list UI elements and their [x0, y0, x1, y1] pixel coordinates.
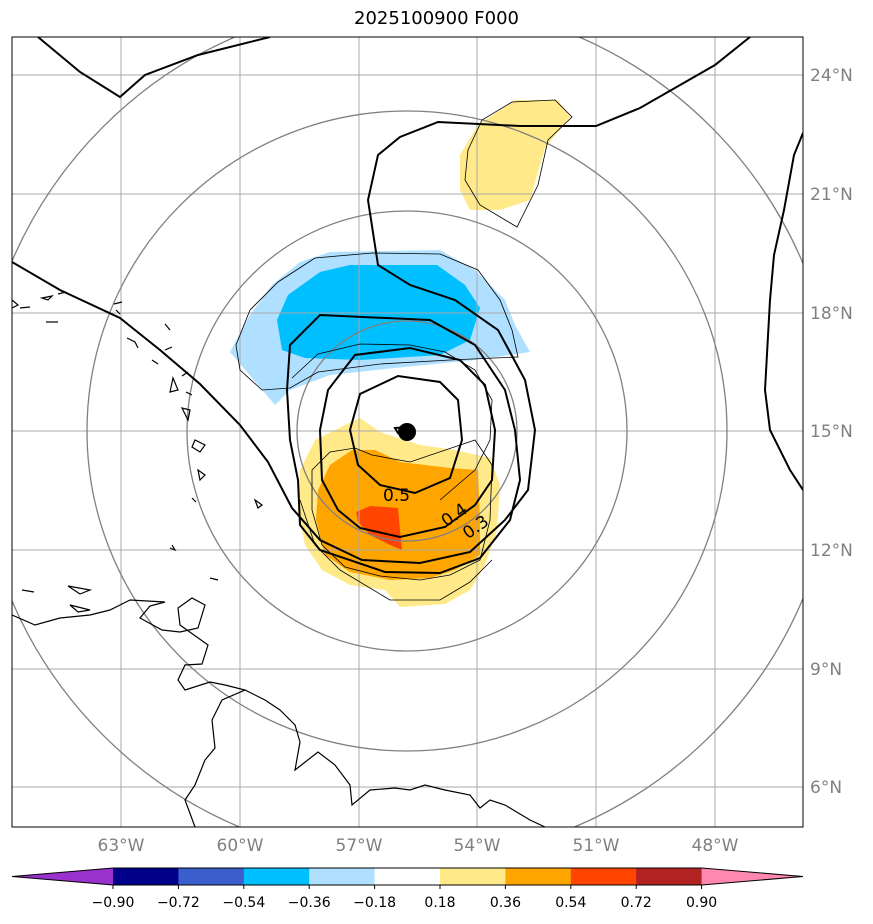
colorbar-segment — [505, 868, 572, 885]
lat-label: 6°N — [810, 778, 842, 798]
colorbar-segment — [570, 868, 637, 885]
colorbar-segment — [309, 868, 376, 885]
colorbar-extend-low — [12, 868, 113, 885]
colorbar-tick-label: −0.36 — [288, 895, 331, 911]
colorbar-tick-label: 0.54 — [555, 895, 586, 911]
shaded-anomaly-field — [230, 100, 570, 607]
storm-center-marker — [398, 423, 416, 441]
lat-label: 18°N — [810, 304, 853, 324]
lat-label: 21°N — [810, 185, 853, 205]
colorbar-tick-label: −0.18 — [353, 895, 396, 911]
thick-contours — [12, 37, 803, 575]
lat-label: 9°N — [810, 660, 842, 680]
colorbar-segment — [374, 868, 441, 885]
lon-label: 57°W — [336, 836, 383, 856]
lat-label: 15°N — [810, 422, 853, 442]
plot-frame — [11, 36, 804, 828]
longitude-labels: 63°W 60°W 57°W 54°W 51°W 48°W — [98, 836, 739, 856]
lon-label: 54°W — [454, 836, 501, 856]
colorbar-tick-label: −0.72 — [157, 895, 200, 911]
colorbar-tick-label: 0.72 — [621, 895, 652, 911]
colorbar-segment — [243, 868, 310, 885]
colorbar-extend-high — [701, 868, 803, 885]
latitude-labels: 24°N 21°N 18°N 15°N 12°N 9°N 6°N — [810, 66, 853, 798]
colorbar-segment — [178, 868, 245, 885]
colorbar-tick-label: 0.90 — [686, 895, 717, 911]
lon-label: 51°W — [573, 836, 620, 856]
lon-label: 48°W — [692, 836, 739, 856]
colorbar: −0.90 −0.72 −0.54 −0.36 −0.18 0.18 0.36 0.54 0.7… — [11, 867, 804, 911]
colorbar-tick-label: 0.36 — [490, 895, 521, 911]
lat-label: 12°N — [810, 541, 853, 561]
range-rings — [12, 37, 803, 827]
colorbar-tick-label: −0.90 — [92, 895, 135, 911]
lat-label: 24°N — [810, 66, 853, 86]
colorbar-tick-label: 0.18 — [424, 895, 455, 911]
colorbar-segment — [440, 868, 506, 885]
colorbar-tick-label: −0.54 — [222, 895, 265, 911]
lon-label: 63°W — [98, 836, 145, 856]
lon-label: 60°W — [217, 836, 264, 856]
map-title: 2025100900 F000 — [354, 8, 519, 29]
colorbar-segment — [113, 868, 179, 885]
contour-label-05: 0.5 — [383, 486, 410, 506]
coastlines — [12, 291, 546, 827]
colorbar-segment — [636, 868, 703, 885]
